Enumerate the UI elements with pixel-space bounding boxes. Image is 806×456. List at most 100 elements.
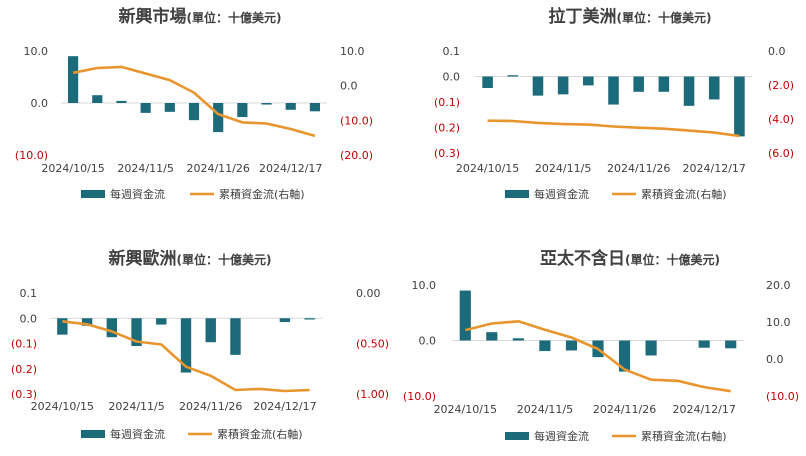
bar-weekly-flow: [645, 340, 657, 356]
right-tick-label: (20.0): [340, 149, 373, 162]
bar-weekly-flow: [261, 103, 272, 105]
chart-panel-4: 亞太不含日(單位：十億美元) 10.0 0.0 (10.0) 20.0 10.0 0.0 (1…: [403, 248, 799, 443]
left-tick-label: (10.0): [403, 390, 436, 403]
bar-weekly-flow: [164, 103, 175, 112]
x-tick-label: 2024/10/15: [31, 400, 94, 413]
chart-panel-3: 新興歐洲(單位：十億美元) 0.1 0.0 (0.1) (0.2) (0.3) 0.00 (0…: [11, 248, 389, 441]
bar-weekly-flow: [68, 56, 79, 103]
right-tick-label: 10.0: [766, 316, 791, 329]
x-tick-label: 2024/12/17: [253, 400, 316, 413]
legend-bar-swatch: [505, 190, 529, 198]
right-tick-label: (0.50): [356, 338, 389, 351]
bar-weekly-flow: [658, 76, 670, 92]
left-tick-label: (0.3): [434, 147, 460, 160]
legend-bar-swatch: [81, 430, 105, 438]
right-tick-label: (1.00): [356, 388, 389, 401]
legend-line-label: 累積資金流(右軸): [641, 187, 727, 201]
right-tick-label: 0.00: [356, 287, 381, 300]
x-tick-label: 2024/11/5: [108, 400, 164, 413]
left-tick-label: (0.3): [11, 388, 37, 401]
chart-title: 新興歐洲(單位：十億美元): [109, 248, 272, 269]
left-tick-label: (0.2): [11, 363, 37, 376]
chart-legend: 每週資金流 累積資金流(右軸): [505, 187, 727, 201]
bar-weekly-flow: [708, 76, 720, 100]
bar-weekly-flow: [539, 340, 551, 352]
left-tick-label: 0.0: [419, 335, 437, 348]
bar-weekly-flow: [237, 103, 248, 118]
bar-weekly-flow: [734, 76, 745, 137]
bar-weekly-flow: [309, 103, 320, 112]
bar-weekly-flow: [92, 95, 103, 103]
bar-weekly-flow: [633, 76, 644, 92]
bar-weekly-flow: [156, 318, 167, 325]
right-tick-label: (2.0): [768, 79, 794, 92]
bar-weekly-flow: [106, 318, 118, 338]
right-tick-label: (10.0): [766, 390, 799, 403]
bar-weekly-flow: [81, 318, 93, 326]
bar-weekly-flow: [608, 76, 619, 105]
x-tick-label: 2024/12/17: [259, 162, 322, 175]
legend-bar-label: 每週資金流: [110, 427, 165, 441]
chart-panel-2: 拉丁美洲(單位：十億美元) 0.1 0.0 (0.1) (0.2) (0.3) 0.0 (2.…: [434, 6, 794, 201]
left-tick-label: 0.1: [443, 45, 461, 58]
bar-weekly-flow: [557, 76, 569, 95]
bar-weekly-flow: [565, 340, 578, 351]
bar-weekly-flow: [285, 103, 296, 110]
right-tick-label: 0.0: [340, 80, 358, 93]
bar-weekly-flow: [482, 76, 493, 88]
legend-bar-label: 每週資金流: [110, 187, 165, 201]
left-tick-label: 0.1: [20, 287, 38, 300]
x-tick-label: 2024/10/15: [41, 162, 104, 175]
bar-weekly-flow: [583, 76, 594, 86]
x-tick-label: 2024/11/26: [179, 400, 242, 413]
bar-weekly-flow: [57, 318, 68, 335]
right-tick-label: 10.0: [340, 45, 365, 58]
x-tick-label: 2024/11/5: [517, 403, 573, 416]
x-tick-label: 2024/12/17: [672, 403, 735, 416]
bar-weekly-flow: [698, 340, 710, 348]
line-cumulative-flow: [487, 119, 740, 138]
x-tick-label: 2024/10/15: [434, 403, 497, 416]
bar-weekly-flow: [205, 318, 216, 343]
legend-bar-label: 每週資金流: [534, 429, 589, 443]
chart-panel-1: 新興市場(單位：十億美元) 10.0 0.0 (10.0) 10.0 0.0 (10.0) (…: [15, 6, 373, 201]
left-tick-label: 0.0: [443, 71, 461, 84]
bar-weekly-flow: [512, 338, 524, 341]
legend-bar-label: 每週資金流: [534, 187, 589, 201]
chart-legend: 每週資金流 累積資金流(右軸): [81, 187, 305, 201]
right-tick-label: (4.0): [768, 113, 794, 126]
bar-weekly-flow: [304, 318, 315, 320]
right-tick-label: 0.0: [768, 45, 786, 58]
x-tick-label: 2024/11/26: [607, 162, 670, 175]
left-tick-label: 0.0: [20, 312, 38, 325]
bar-weekly-flow: [140, 103, 151, 113]
line-cumulative-flow: [62, 320, 310, 393]
x-tick-label: 2024/11/5: [535, 162, 591, 175]
bar-weekly-flow: [532, 76, 544, 96]
left-tick-label: (0.1): [11, 338, 37, 351]
bar-weekly-flow: [725, 340, 737, 349]
bar-weekly-flow: [213, 103, 224, 133]
legend-line-label: 累積資金流(右軸): [641, 429, 727, 443]
left-tick-label: (0.1): [434, 96, 460, 109]
bar-weekly-flow: [507, 75, 519, 77]
right-tick-label: (10.0): [340, 114, 373, 127]
bar-weekly-flow: [230, 318, 241, 355]
bar-weekly-flow: [180, 318, 192, 373]
x-tick-label: 2024/11/26: [186, 162, 249, 175]
bar-weekly-flow: [279, 318, 291, 323]
chart-title: 新興市場(單位：十億美元): [119, 6, 282, 27]
left-tick-label: 10.0: [24, 45, 49, 58]
x-tick-label: 2024/11/5: [117, 162, 173, 175]
line-cumulative-flow: [72, 65, 316, 138]
bar-weekly-flow: [486, 332, 498, 341]
left-tick-label: (10.0): [15, 149, 48, 162]
right-tick-label: 0.0: [766, 353, 784, 366]
bar-weekly-flow: [131, 318, 142, 347]
legend-line-label: 累積資金流(右軸): [217, 427, 303, 441]
left-tick-label: (0.2): [434, 122, 460, 135]
bar-weekly-flow: [116, 100, 127, 103]
chart-legend: 每週資金流 累積資金流(右軸): [505, 429, 727, 443]
